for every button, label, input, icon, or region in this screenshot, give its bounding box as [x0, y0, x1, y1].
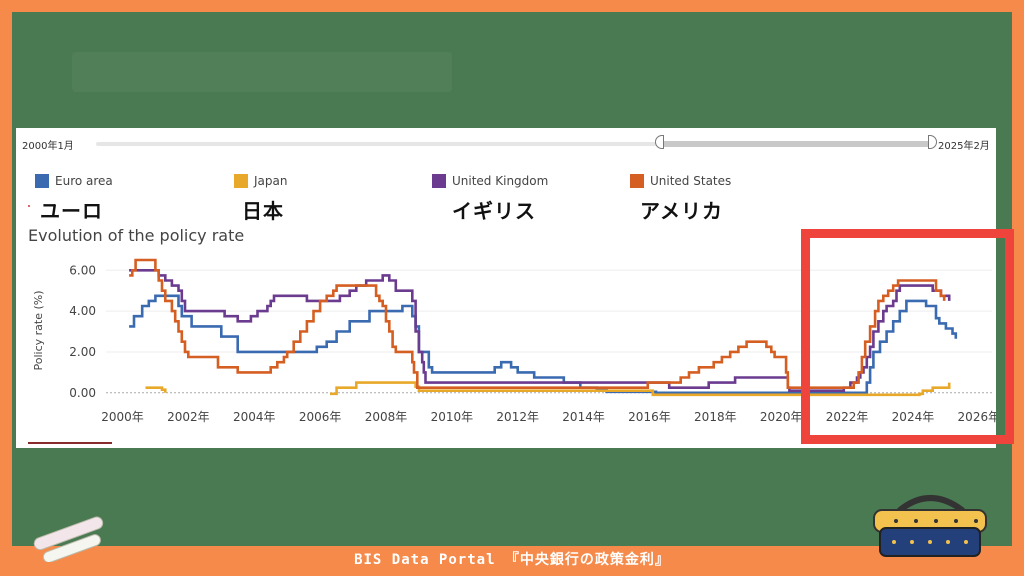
chalk-icon [33, 516, 104, 562]
date-range-slider-track[interactable] [96, 142, 936, 146]
x-tick-label: 2008年 [365, 410, 408, 424]
tab-underline [28, 442, 112, 444]
date-range-slider-selection[interactable] [659, 141, 931, 147]
footer-caption: BIS Data Portal 『中央銀行の政策金利』 [354, 552, 670, 568]
x-tick-label: 2004年 [233, 410, 276, 424]
legend-swatch-japan [234, 174, 248, 188]
legend-japan[interactable]: Japan [234, 174, 287, 188]
x-tick-label: 2024年 [892, 410, 935, 424]
jp-label-japan: 日本 [242, 199, 284, 223]
legend-label-united-states: United States [650, 174, 732, 188]
y-tick-label: 2.00 [69, 345, 96, 359]
series-line-japan [330, 381, 951, 397]
legend-label-japan: Japan [254, 174, 288, 188]
legend-label-united-kingdom: United Kingdom [452, 174, 549, 188]
x-tick-label: 2000年 [101, 410, 144, 424]
y-tick-label: 4.00 [69, 304, 96, 318]
x-tick-label: 2010年 [431, 410, 474, 424]
slider-start-label: 2000年1月 [22, 141, 74, 152]
legend-euro-area[interactable]: Euro area [35, 174, 113, 188]
x-tick-label: 2012年 [496, 410, 539, 424]
y-axis-label: Policy rate (%) [32, 290, 45, 370]
slider-right-handle[interactable] [928, 135, 937, 149]
x-tick-label: 2002年 [167, 410, 210, 424]
chart-panel: 2000年1月 2025年2月 Euro area Japan United K… [16, 128, 996, 448]
jp-label-united-states: アメリカ [640, 199, 723, 223]
y-tick-label: 6.00 [69, 263, 96, 277]
slider-left-handle[interactable] [655, 135, 664, 149]
series-line-euro-area [129, 294, 958, 395]
basket-icon [873, 495, 987, 557]
legend-united-kingdom[interactable]: United Kingdom [432, 174, 548, 188]
series-line-united-states [129, 258, 946, 389]
legend-united-states[interactable]: United States [630, 174, 731, 188]
x-tick-label: 2026年 [958, 410, 996, 424]
y-tick-label: 0.00 [69, 386, 96, 400]
legend-swatch-united-kingdom [432, 174, 446, 188]
jp-label-united-kingdom: イギリス [452, 199, 536, 223]
slider-end-label: 2025年2月 [938, 141, 990, 152]
x-tick-label: 2014年 [562, 410, 605, 424]
policy-rate-line-chart: 0.00 2.00 4.00 6.00 2000年 2002年 2004年 2006年 2008… [32, 258, 996, 424]
x-tick-label: 2006年 [299, 410, 342, 424]
legend-label-euro-area: Euro area [55, 174, 113, 188]
series-line-japan [145, 386, 167, 393]
board-glare [72, 52, 452, 92]
x-tick-label: 2022年 [826, 410, 869, 424]
x-tick-label: 2020年 [760, 410, 803, 424]
x-tick-label: 2016年 [628, 410, 671, 424]
red-dot-mark [28, 205, 30, 207]
highlight-box [801, 229, 1014, 444]
x-tick-label: 2018年 [694, 410, 737, 424]
legend-swatch-euro-area [35, 174, 49, 188]
legend-swatch-united-states [630, 174, 644, 188]
series-line-united-kingdom [129, 269, 951, 392]
chart-title: Evolution of the policy rate [28, 226, 245, 245]
jp-label-euro-area: ユーロ [40, 199, 103, 223]
